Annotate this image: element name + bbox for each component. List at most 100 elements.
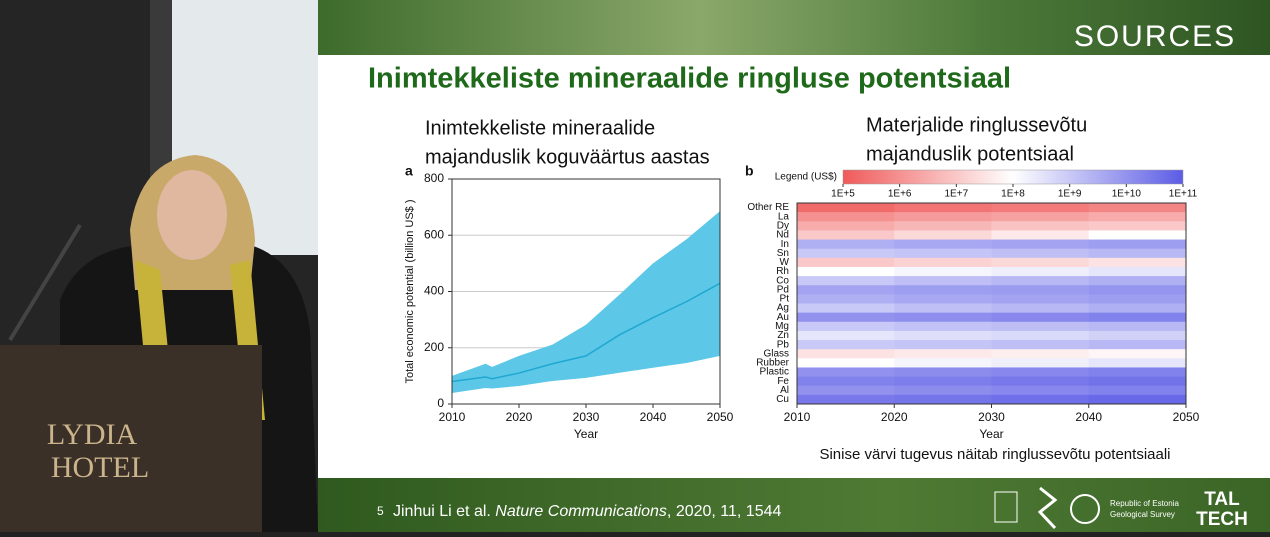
heat-cell	[797, 248, 895, 259]
row-label: Dy	[777, 220, 789, 231]
row-label: Co	[776, 275, 789, 286]
heat-cell	[894, 330, 992, 341]
heat-cell	[797, 230, 895, 241]
row-label: In	[781, 239, 789, 250]
heat-cell	[991, 312, 1090, 323]
x-tick-label: 2050	[1173, 410, 1200, 424]
heat-cell	[894, 203, 992, 213]
legend-tick-label: 1E+6	[888, 189, 912, 200]
legend-tick-label: 1E+8	[1001, 189, 1025, 200]
citation-details: , 2020, 11, 1544	[667, 503, 782, 520]
heat-cell	[991, 266, 1090, 277]
y-axis-label: Total economic potential (billion US$ )	[404, 199, 416, 383]
heat-cell	[1088, 239, 1187, 250]
row-label: Au	[777, 312, 789, 323]
heat-cell	[797, 321, 895, 332]
heat-cell	[1088, 303, 1187, 314]
heat-cell	[894, 221, 992, 231]
x-tick-label: 2040	[640, 410, 667, 424]
row-label: Pt	[780, 294, 790, 305]
heat-cell	[797, 257, 895, 268]
panel-label: a	[405, 163, 413, 179]
partner-logo: TAL	[1204, 489, 1240, 510]
heat-cell	[991, 340, 1090, 350]
heat-cell	[991, 394, 1090, 405]
heat-cell	[894, 239, 992, 250]
legend-tick-label: 1E+11	[1169, 189, 1198, 200]
heat-cell	[1088, 340, 1187, 350]
heat-cell	[991, 321, 1090, 332]
heat-cell	[797, 394, 895, 405]
heat-cell	[1088, 285, 1187, 295]
legend-tick-label: 1E+7	[945, 189, 969, 200]
chart-title: majanduslik potentsiaal	[866, 143, 1074, 165]
heat-cell	[1088, 312, 1187, 323]
heat-cell	[894, 303, 992, 314]
plot-frame	[796, 202, 1187, 405]
y-tick-label: 400	[424, 284, 444, 298]
heat-cell	[991, 385, 1090, 396]
partner-logo: Republic of Estonia	[1110, 499, 1179, 508]
heat-cell	[1088, 212, 1187, 222]
y-tick-label: 0	[437, 396, 444, 410]
row-label: Fe	[777, 376, 789, 387]
heat-cell	[894, 230, 992, 241]
slide-title: Inimtekkeliste mineraalide ringluse pote…	[368, 63, 1011, 95]
heat-cell	[991, 276, 1090, 286]
heat-cell	[894, 376, 992, 387]
heat-cell	[894, 294, 992, 304]
y-tick-label: 600	[424, 227, 444, 241]
heat-cell	[797, 294, 895, 304]
heat-cell	[1088, 385, 1187, 396]
speaker-face	[157, 170, 227, 260]
heat-cell	[1088, 230, 1187, 241]
heat-cell	[1088, 276, 1187, 286]
heat-cell	[991, 212, 1090, 222]
heat-cell	[991, 358, 1090, 368]
color-legend	[842, 169, 1184, 185]
heat-cell	[991, 376, 1090, 387]
page-number: 5	[377, 504, 384, 518]
chart-title: Materjalide ringlussevõtu	[866, 114, 1087, 136]
partner-logo: TECH	[1196, 509, 1248, 530]
legend-tick-label: 1E+5	[831, 189, 855, 200]
x-tick-label: 2030	[573, 410, 600, 424]
x-tick-label: 2020	[506, 410, 533, 424]
heat-cell	[1088, 248, 1187, 259]
heat-cell	[894, 367, 992, 378]
plot-frame	[451, 178, 721, 405]
legend-tick-label: 1E+10	[1112, 189, 1142, 200]
heat-cell	[797, 376, 895, 387]
x-tick-label: 2020	[881, 410, 908, 424]
row-label: Al	[780, 385, 789, 396]
x-tick-label: 2040	[1075, 410, 1102, 424]
row-label: W	[780, 257, 790, 268]
x-axis-label: Year	[574, 427, 598, 441]
chart-title: majanduslik koguväärtus aastas	[425, 146, 710, 168]
logo-icon	[1070, 494, 1100, 524]
heat-cell	[991, 257, 1090, 268]
heat-cell	[894, 285, 992, 295]
logo: SOURCES	[1074, 20, 1236, 53]
heat-cell	[1088, 367, 1187, 378]
slide-footer	[318, 478, 1270, 532]
heat-cell	[894, 257, 992, 268]
heat-cell	[991, 285, 1090, 295]
series-line	[451, 282, 721, 383]
heat-cell	[1088, 394, 1187, 405]
heat-cell	[991, 203, 1090, 213]
heat-cell	[1088, 294, 1187, 304]
heat-cell	[991, 221, 1090, 231]
caption: Sinise värvi tugevus näitab ringlussevõt…	[819, 446, 1170, 463]
x-tick-label: 2010	[439, 410, 466, 424]
heat-cell	[1088, 349, 1187, 359]
podium-sign: LYDIA	[47, 418, 138, 451]
citation-journal: Nature Communications	[495, 503, 667, 520]
slide-header-band	[318, 0, 1270, 55]
x-tick-label: 2050	[707, 410, 734, 424]
heat-cell	[991, 294, 1090, 304]
heat-cell	[1088, 203, 1187, 213]
heat-cell	[991, 230, 1090, 241]
logo-icon	[1037, 486, 1058, 530]
